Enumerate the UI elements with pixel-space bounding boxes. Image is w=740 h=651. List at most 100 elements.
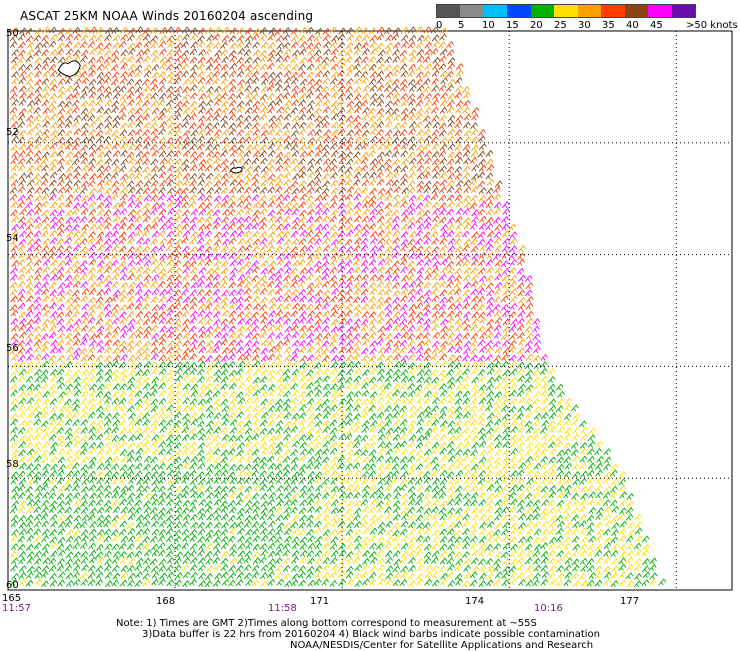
wind-barb [58, 142, 66, 150]
wind-barb [25, 520, 34, 528]
wind-barb [259, 194, 267, 202]
wind-barb [268, 178, 277, 186]
wind-barb [470, 332, 479, 340]
wind-barb [525, 384, 534, 392]
wind-barb [268, 491, 277, 499]
wind-barb [18, 238, 27, 246]
wind-barb [471, 383, 479, 391]
wind-barb [149, 78, 158, 86]
wind-barb [337, 412, 346, 420]
wind-barb [73, 150, 81, 159]
wind-barb [18, 455, 27, 463]
wind-barb [439, 550, 448, 558]
wind-barb [151, 549, 160, 557]
wind-barb [416, 258, 425, 266]
wind-barb [181, 70, 189, 78]
wind-barb [369, 34, 378, 42]
wind-barb [330, 77, 338, 85]
wind-barb [282, 470, 291, 478]
wind-barb [65, 216, 74, 224]
wind-barb [118, 340, 127, 348]
wind-barb [188, 376, 197, 384]
wind-barb [486, 194, 494, 202]
wind-barb [525, 441, 534, 449]
wind-barb [516, 361, 525, 369]
wind-barb [158, 208, 167, 216]
wind-barb [229, 302, 237, 310]
wind-barb [166, 49, 175, 57]
wind-barb [454, 346, 463, 354]
wind-barb [243, 520, 252, 528]
wind-barb [42, 491, 50, 499]
wind-barb [213, 369, 222, 377]
wind-barb [338, 164, 346, 172]
wind-barb [135, 252, 143, 260]
wind-barb [494, 441, 503, 449]
wind-barb [322, 419, 331, 427]
wind-barb [462, 390, 471, 398]
wind-barb [579, 543, 588, 551]
wind-barb [353, 193, 362, 201]
wind-barb [260, 165, 269, 173]
wind-barb [400, 295, 408, 303]
wind-barb [260, 434, 269, 442]
wind-barb [166, 521, 175, 529]
wind-barb [321, 260, 330, 268]
wind-barb [274, 186, 283, 194]
wind-barb [182, 513, 191, 521]
wind-barb [391, 476, 400, 484]
wind-barb [95, 339, 104, 347]
wind-barb [306, 345, 315, 353]
wind-barb [252, 238, 261, 246]
wind-barb [174, 187, 183, 195]
wind-barb [268, 115, 277, 123]
wind-barb [571, 499, 580, 507]
wind-barb [229, 62, 237, 70]
wind-barb [282, 368, 291, 376]
wind-barb [157, 259, 166, 267]
wind-barb [126, 172, 135, 180]
wind-barb [447, 543, 455, 551]
wind-barb [173, 470, 182, 478]
wind-barb [19, 434, 27, 442]
wind-barb [470, 280, 479, 288]
wind-barb [555, 514, 563, 522]
wind-barb [393, 398, 402, 406]
wind-barb [72, 280, 81, 288]
wind-barb [214, 93, 222, 101]
wind-barb [298, 223, 306, 231]
wind-barb [501, 251, 510, 259]
wind-barb [634, 521, 643, 529]
wind-barb [391, 404, 400, 412]
wind-barb [104, 244, 113, 252]
wind-barb [80, 426, 89, 434]
wind-barb [189, 302, 198, 310]
wind-barb [431, 447, 439, 455]
wind-barb [298, 418, 307, 426]
wind-barb [142, 369, 150, 377]
wind-barb [313, 107, 322, 115]
wind-barb [182, 129, 191, 137]
wind-barb [284, 207, 292, 216]
wind-barb [571, 528, 579, 536]
wind-barb [88, 528, 97, 536]
wind-barb [557, 426, 565, 434]
wind-barb [291, 129, 299, 137]
wind-barb [266, 455, 275, 463]
wind-barb [181, 100, 190, 108]
wind-barb [259, 375, 268, 383]
wind-barb [376, 514, 384, 522]
wind-barb [17, 391, 26, 399]
wind-barb [244, 77, 253, 85]
wind-barb [165, 216, 174, 224]
wind-barb [220, 296, 229, 304]
wind-barb [385, 520, 393, 528]
wind-barb [533, 391, 541, 399]
wind-barb [119, 404, 127, 413]
wind-barb [252, 456, 261, 464]
wind-barb [422, 397, 431, 405]
wind-barb [112, 150, 121, 158]
wind-barb [33, 505, 42, 513]
wind-barb [182, 462, 191, 470]
wind-barb [267, 419, 276, 427]
